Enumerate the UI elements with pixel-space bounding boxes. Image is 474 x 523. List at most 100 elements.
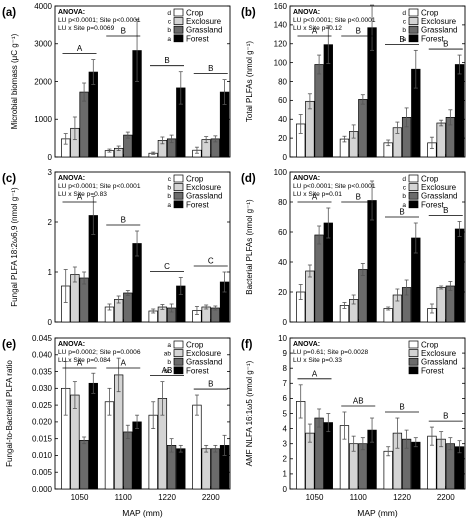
plot-frame [54,337,231,490]
group-letter: A [312,193,318,202]
x-axis-label: MAP (mm) [357,508,398,518]
bar [358,443,368,490]
y-tick-label: 2000 [34,77,52,86]
y-tick-label: 0.005 [32,468,53,477]
group-letter: C [208,257,214,266]
x-axis-label: MAP (mm) [122,508,163,518]
bar [123,292,133,323]
bar [436,122,446,158]
panel-label: (c) [2,173,16,185]
anova-text: LU p=0.61; Site p=0.0028 [293,349,368,356]
bar [436,287,446,323]
bar [123,431,133,490]
legend-swatch [173,25,184,34]
chart-panel-1: 0 1000 2000 3000 4000 Microbial biomass (μC g… [2,2,231,162]
chart-panel-6: 0 1 2 3 4 5 6 7 8 9 10 AMF NLFA 16:1ω5 (nmol g⁻¹) 10… [241,334,466,518]
bar [383,450,393,490]
bar [358,99,368,158]
group-letter: B [356,27,361,36]
y-tick-label: 6 [283,394,288,403]
anova-text: LU x Site p=0.83 [58,191,107,198]
bar [323,422,333,490]
bar [454,228,465,323]
legend-label: Exclosure [186,349,222,358]
legend-sig-letter: b [402,27,406,34]
y-axis-label: Fungal PLFA 18:2ω6,9 (nmol g⁻¹) [10,187,19,307]
legend-sig-letter: b [167,185,171,192]
chart-panel-4: 0 20 40 60 80 100 Bacterial PLFAs (nmol g⁻¹) A B… [241,168,466,327]
bar [358,269,368,323]
legend-swatch [408,17,419,25]
legend-sig-letter: a [167,342,171,349]
y-tick-label: 0 [48,318,53,327]
x-tick-label: 2200 [437,493,455,502]
anova-text: LU x Site p=0.33 [293,357,342,364]
legend-sig-letter: d [402,176,406,183]
y-tick-label: 80 [278,77,287,86]
group-letter: A [121,359,127,368]
x-tick-label: 1220 [393,493,411,502]
anova-text: ANOVA: [58,9,85,16]
legend-label: Exclosure [421,183,457,192]
anova-text: LU p<0.0001; Site p<0.0001 [293,17,376,24]
x-tick-label: 2200 [202,493,220,502]
anova-text: LU x Site p=0.0069 [58,25,115,32]
plot-frame [54,171,231,323]
group-letter: B [208,64,213,73]
legend-label: Grassland [421,192,457,201]
anova-text: ANOVA: [293,175,320,182]
y-tick-label: 0.015 [32,434,53,443]
y-tick-label: 0 [283,318,288,327]
y-tick-label: 60 [278,228,287,237]
x-tick-label: 1050 [71,493,89,502]
panel-label: (b) [241,7,256,19]
legend-label: Crop [421,9,439,18]
y-tick-label: 0.040 [32,351,53,360]
legend-sig-letter: d [402,10,406,17]
x-tick-label: 1050 [306,493,324,502]
legend-sig-letter: b [402,193,406,200]
anova-text: LU p<0.0001; Site p<0.0001 [58,183,141,190]
bar [411,441,421,490]
chart-panel-2: 0 20 40 60 80 100 120 140 160 Total PLFAs (nmol g… [241,2,466,162]
legend-label: Grassland [421,358,457,367]
y-tick-label: 0 [283,153,288,162]
y-tick-label: 4000 [34,2,52,11]
anova-text: LU x Site p=0.084 [58,357,111,364]
y-tick-label: 8 [283,364,288,373]
group-letter: A [312,369,318,378]
legend-label: Grassland [186,192,222,201]
y-tick-label: 80 [278,198,287,207]
legend-sig-letter: c [168,19,172,26]
legend-label: Grassland [421,26,457,35]
legend-swatch [408,366,419,375]
bar [445,285,455,323]
y-tick-label: 40 [278,258,287,267]
y-tick-label: 1 [283,470,288,479]
legend-sig-letter: b [167,193,171,200]
legend-label: Exclosure [186,183,222,192]
bar [176,448,186,490]
legend-label: Crop [186,341,204,350]
y-tick-label: 0.020 [32,418,53,427]
y-tick-label: 0.035 [32,367,53,376]
legend-swatch [408,183,419,191]
anova-text: LU p<0.0001; Site p<0.0001 [58,17,141,24]
bar [88,382,98,490]
y-tick-label: 0.045 [32,334,53,343]
legend-swatch [173,183,184,191]
legend-swatch [408,8,419,17]
legend-label: Crop [421,341,439,350]
group-letter: B [121,27,126,36]
legend-swatch [408,340,419,349]
legend-sig-letter: c [403,185,407,192]
legend-sig-letter: c [168,176,172,183]
y-tick-label: 5 [283,409,288,418]
legend-swatch [173,349,184,357]
y-tick-label: 0.000 [32,485,53,494]
y-tick-label: 0.025 [32,401,53,410]
legend-swatch [173,191,184,200]
bar [201,448,211,490]
legend-sig-letter: d [167,10,171,17]
bar [132,421,142,490]
